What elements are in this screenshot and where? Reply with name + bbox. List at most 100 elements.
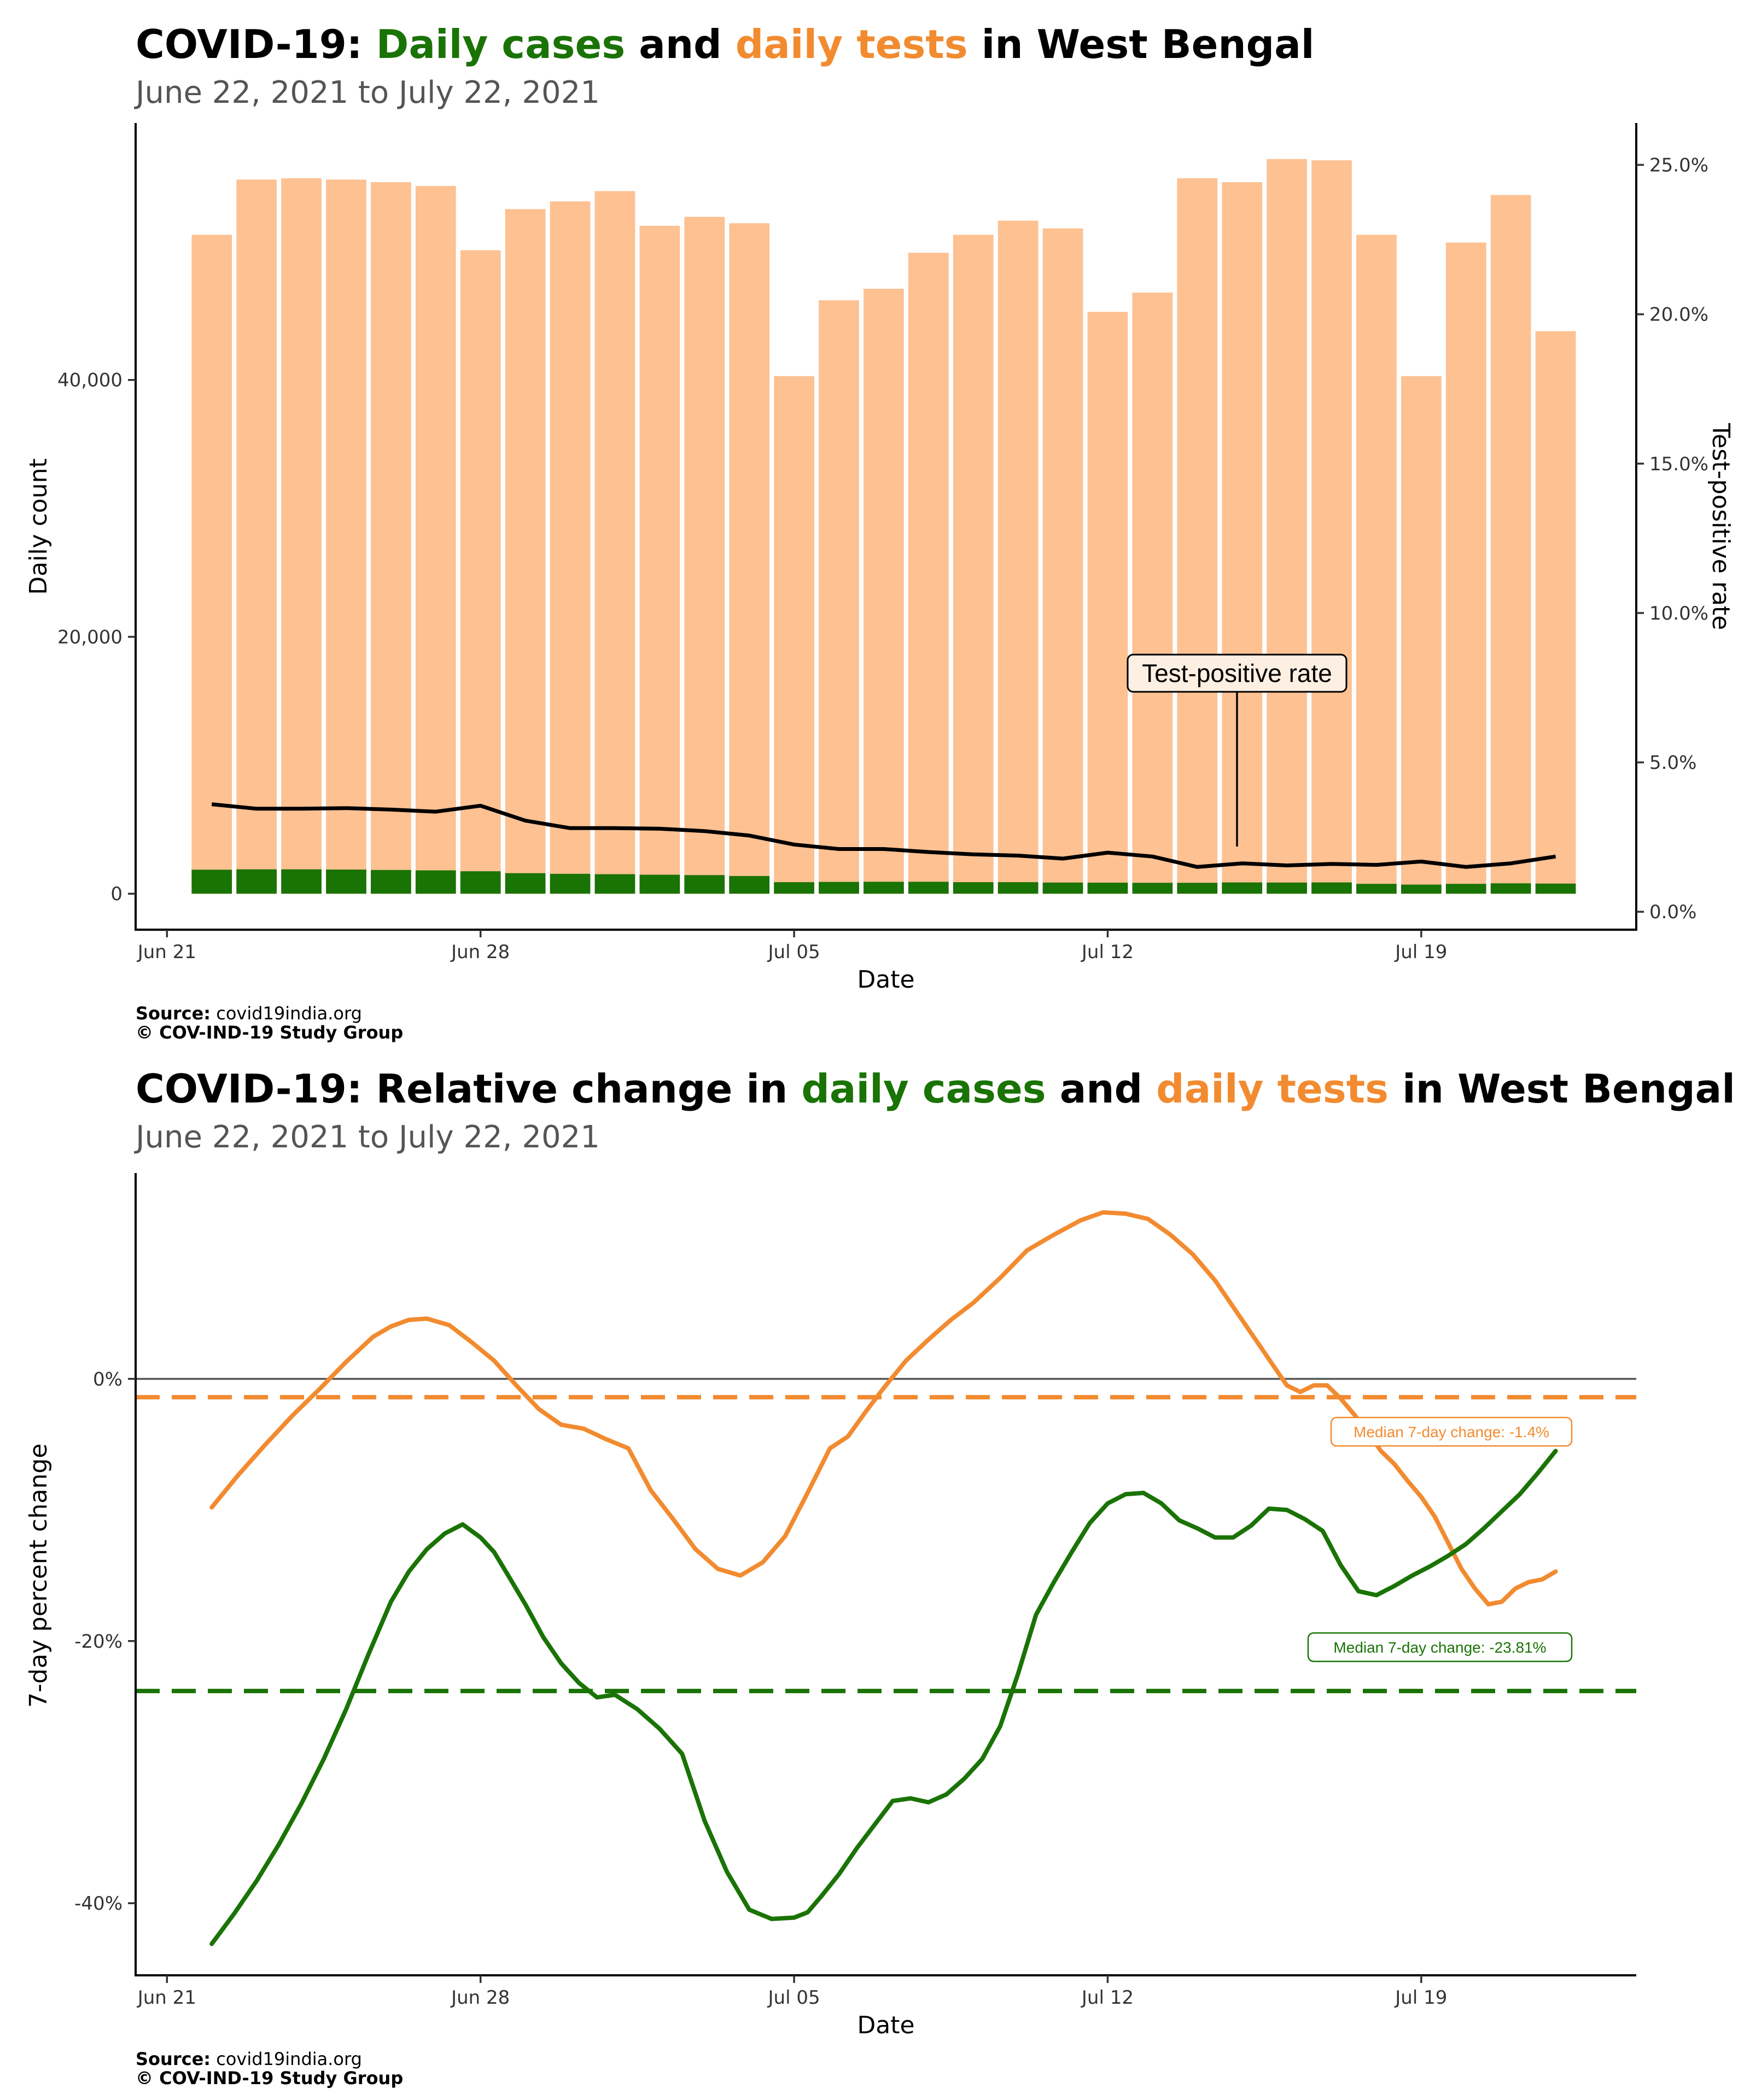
cases-bar bbox=[505, 873, 546, 894]
cases-bar bbox=[371, 870, 411, 894]
tests-bar bbox=[1445, 242, 1486, 894]
cases-bar bbox=[1535, 883, 1576, 894]
y-tick-label: 20,000 bbox=[57, 626, 122, 648]
cases-bar bbox=[236, 869, 277, 894]
tests-bar bbox=[371, 182, 411, 894]
tests-bar bbox=[819, 300, 859, 894]
tests-bar bbox=[864, 288, 904, 894]
x-tick-label: Jun 21 bbox=[137, 941, 196, 963]
chart1: COVID-19: Daily cases and daily tests in… bbox=[25, 21, 1735, 1043]
tests-bar bbox=[639, 225, 680, 894]
cases-bar bbox=[1311, 882, 1352, 894]
chart1-y-ticks: 0 20,000 40,000 bbox=[57, 370, 136, 905]
tests-bar bbox=[1311, 160, 1352, 894]
tests-bar bbox=[729, 223, 770, 894]
tests-bar bbox=[505, 209, 546, 894]
cases-bar bbox=[1445, 884, 1486, 894]
chart1-y2-ticks: 0.0% 5.0% 10.0% 15.0% 20.0% 25.0% bbox=[1636, 154, 1708, 923]
y2-tick-label: 10.0% bbox=[1649, 603, 1708, 625]
chart2-title-and: and bbox=[1046, 1066, 1157, 1112]
y2-tick-label: 20.0% bbox=[1649, 304, 1708, 326]
cases-bar bbox=[415, 870, 456, 894]
chart2-source-label: Source: bbox=[136, 2049, 211, 2069]
x-tick-label: Jul 05 bbox=[767, 1987, 820, 2009]
x-tick-label: Jul 19 bbox=[1394, 1987, 1447, 2009]
tests-bar bbox=[460, 250, 501, 894]
chart2-x-axis-title: Date bbox=[857, 2011, 914, 2039]
cases-bar bbox=[729, 876, 770, 894]
chart1-title-tests-word: daily tests bbox=[736, 21, 968, 67]
chart1-x-axis-title: Date bbox=[857, 966, 914, 994]
tests-bar bbox=[998, 220, 1039, 894]
chart2-tests-line bbox=[209, 1210, 1558, 1607]
chart2: COVID-19: Relative change in daily cases… bbox=[25, 1066, 1735, 2089]
x-tick-label: Jul 12 bbox=[1081, 941, 1134, 963]
y2-tick-label: 5.0% bbox=[1649, 752, 1696, 774]
chart1-source-value: covid19india.org bbox=[211, 1003, 362, 1024]
chart1-cases-bars bbox=[191, 869, 1576, 894]
tests-bar bbox=[191, 235, 232, 894]
tests-bar bbox=[1356, 235, 1397, 894]
chart2-source-value: covid19india.org bbox=[211, 2049, 362, 2069]
cases-bar bbox=[953, 882, 994, 894]
chart2-title-suffix: in West Bengal bbox=[1389, 1066, 1735, 1112]
tests-bar bbox=[1087, 312, 1128, 894]
tests-bar bbox=[1490, 195, 1531, 894]
x-tick-label: Jun 21 bbox=[137, 1987, 196, 2009]
y-tick-label: 40,000 bbox=[57, 370, 122, 392]
cases-bar bbox=[1222, 882, 1263, 894]
cases-bar bbox=[1401, 884, 1442, 894]
chart2-median-tests-label: Median 7-day change: -1.4% bbox=[1354, 1424, 1549, 1440]
chart1-title-and: and bbox=[625, 21, 736, 67]
tests-bar bbox=[1267, 159, 1307, 894]
chart2-cases-line bbox=[209, 1449, 1558, 1946]
tests-bar bbox=[1042, 228, 1083, 894]
chart1-y-axis-title: Daily count bbox=[25, 458, 52, 594]
cases-bar bbox=[639, 874, 680, 894]
y-tick-label: 0 bbox=[110, 883, 122, 905]
chart2-subtitle: June 22, 2021 to July 22, 2021 bbox=[134, 1119, 600, 1155]
tests-bar bbox=[415, 186, 456, 894]
chart1-title-cases-word: Daily cases bbox=[376, 21, 626, 67]
chart2-median-cases-label-box bbox=[1307, 1632, 1573, 1662]
cases-bar bbox=[1356, 884, 1397, 894]
cases-bar bbox=[998, 882, 1039, 894]
y-tick-label: 0% bbox=[93, 1368, 122, 1390]
x-tick-label: Jun 28 bbox=[450, 1987, 510, 2009]
chart2-title-prefix: COVID-19: Relative change in bbox=[136, 1066, 801, 1112]
chart1-title-prefix: COVID-19: bbox=[136, 21, 376, 67]
chart2-title-tests-word: daily tests bbox=[1156, 1066, 1389, 1112]
cases-bar bbox=[1177, 883, 1218, 894]
tests-bar bbox=[1132, 293, 1173, 894]
chart1-x-ticks: Jun 21 Jun 28 Jul 05 Jul 12 Jul 19 bbox=[137, 930, 1447, 963]
tests-bar bbox=[550, 201, 591, 894]
cases-bar bbox=[460, 871, 501, 894]
tests-bar bbox=[1401, 376, 1442, 894]
chart2-median-cases-label: Median 7-day change: -23.81% bbox=[1333, 1639, 1546, 1656]
chart1-source-label: Source: bbox=[136, 1003, 211, 1024]
chart1-title: COVID-19: Daily cases and daily tests in… bbox=[136, 21, 1314, 67]
tests-bar bbox=[594, 191, 635, 894]
chart2-y-axis-title: 7-day percent change bbox=[25, 1443, 52, 1707]
y2-tick-label: 25.0% bbox=[1649, 154, 1708, 176]
y2-tick-label: 15.0% bbox=[1649, 453, 1708, 475]
chart1-subtitle: June 22, 2021 to July 22, 2021 bbox=[134, 75, 600, 110]
chart1-annotation-box bbox=[1127, 654, 1348, 693]
chart2-title-cases-word: daily cases bbox=[801, 1066, 1046, 1112]
x-tick-label: Jul 12 bbox=[1081, 1987, 1134, 2009]
cases-bar bbox=[1490, 883, 1531, 894]
chart1-annotation-label: Test-positive rate bbox=[1142, 659, 1332, 687]
cases-bar bbox=[281, 869, 322, 894]
tests-bar bbox=[326, 179, 366, 894]
cases-bar bbox=[326, 870, 366, 894]
tests-bar bbox=[281, 178, 322, 894]
tests-bar bbox=[236, 179, 277, 894]
chart1-tests-bars bbox=[191, 159, 1576, 894]
cases-bar bbox=[191, 870, 232, 894]
x-tick-label: Jun 28 bbox=[450, 941, 510, 963]
tests-bar bbox=[908, 253, 949, 894]
tests-bar bbox=[1222, 182, 1263, 894]
cases-bar bbox=[1132, 883, 1173, 894]
tests-bar bbox=[684, 217, 725, 894]
